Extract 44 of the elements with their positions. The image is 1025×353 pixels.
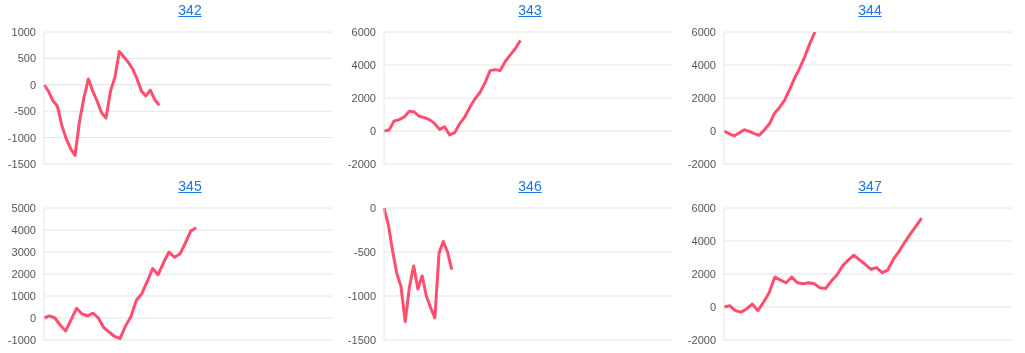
- y-tick-label: -1500: [7, 157, 36, 170]
- y-tick-label: -500: [353, 245, 376, 258]
- y-tick-label: 0: [29, 311, 36, 324]
- y-tick-label: 0: [369, 201, 376, 214]
- y-tick-label: 0: [709, 300, 716, 313]
- y-tick-label: 2000: [11, 267, 36, 280]
- y-tick-label: -500: [13, 105, 36, 118]
- chart-title: 344: [857, 2, 883, 18]
- y-tick-label: 1000: [11, 289, 36, 302]
- y-tick-label: 0: [29, 78, 36, 91]
- chart-title: 346: [517, 178, 543, 194]
- line-series: [722, 32, 817, 138]
- y-tick-label: 2000: [691, 267, 716, 280]
- y-tick-label: -2000: [347, 157, 376, 170]
- y-tick-label: 4000: [691, 234, 716, 247]
- line-series: [382, 38, 522, 137]
- y-tick-label: 3000: [11, 245, 36, 258]
- y-tick-label: -1000: [7, 131, 36, 144]
- y-tick-label: 500: [17, 52, 36, 65]
- y-tick-label: 1000: [11, 25, 36, 38]
- y-tick-label: 2000: [351, 91, 376, 104]
- line-series: [42, 50, 161, 158]
- y-tick-label: -1000: [347, 289, 376, 302]
- y-tick-label: -1500: [347, 333, 376, 346]
- y-tick-label: 6000: [691, 201, 716, 214]
- line-series: [722, 216, 924, 314]
- y-tick-label: -2000: [687, 157, 716, 170]
- y-tick-label: 4000: [11, 223, 36, 236]
- y-tick-label: 4000: [351, 58, 376, 71]
- chart-title: 347: [857, 178, 883, 194]
- chart-title: 342: [177, 2, 203, 18]
- y-tick-label: 0: [369, 124, 376, 137]
- y-tick-label: 6000: [691, 25, 716, 38]
- y-tick-label: 4000: [691, 58, 716, 71]
- y-tick-label: -1000: [7, 333, 36, 346]
- chart-title: 345: [177, 178, 203, 194]
- y-tick-label: 5000: [11, 201, 36, 214]
- y-tick-label: 0: [709, 124, 716, 137]
- line-series: [42, 226, 198, 340]
- line-series: [382, 208, 454, 324]
- y-tick-label: 2000: [691, 91, 716, 104]
- chart-title: 343: [517, 2, 543, 18]
- y-tick-label: -2000: [687, 333, 716, 346]
- y-tick-label: 6000: [351, 25, 376, 38]
